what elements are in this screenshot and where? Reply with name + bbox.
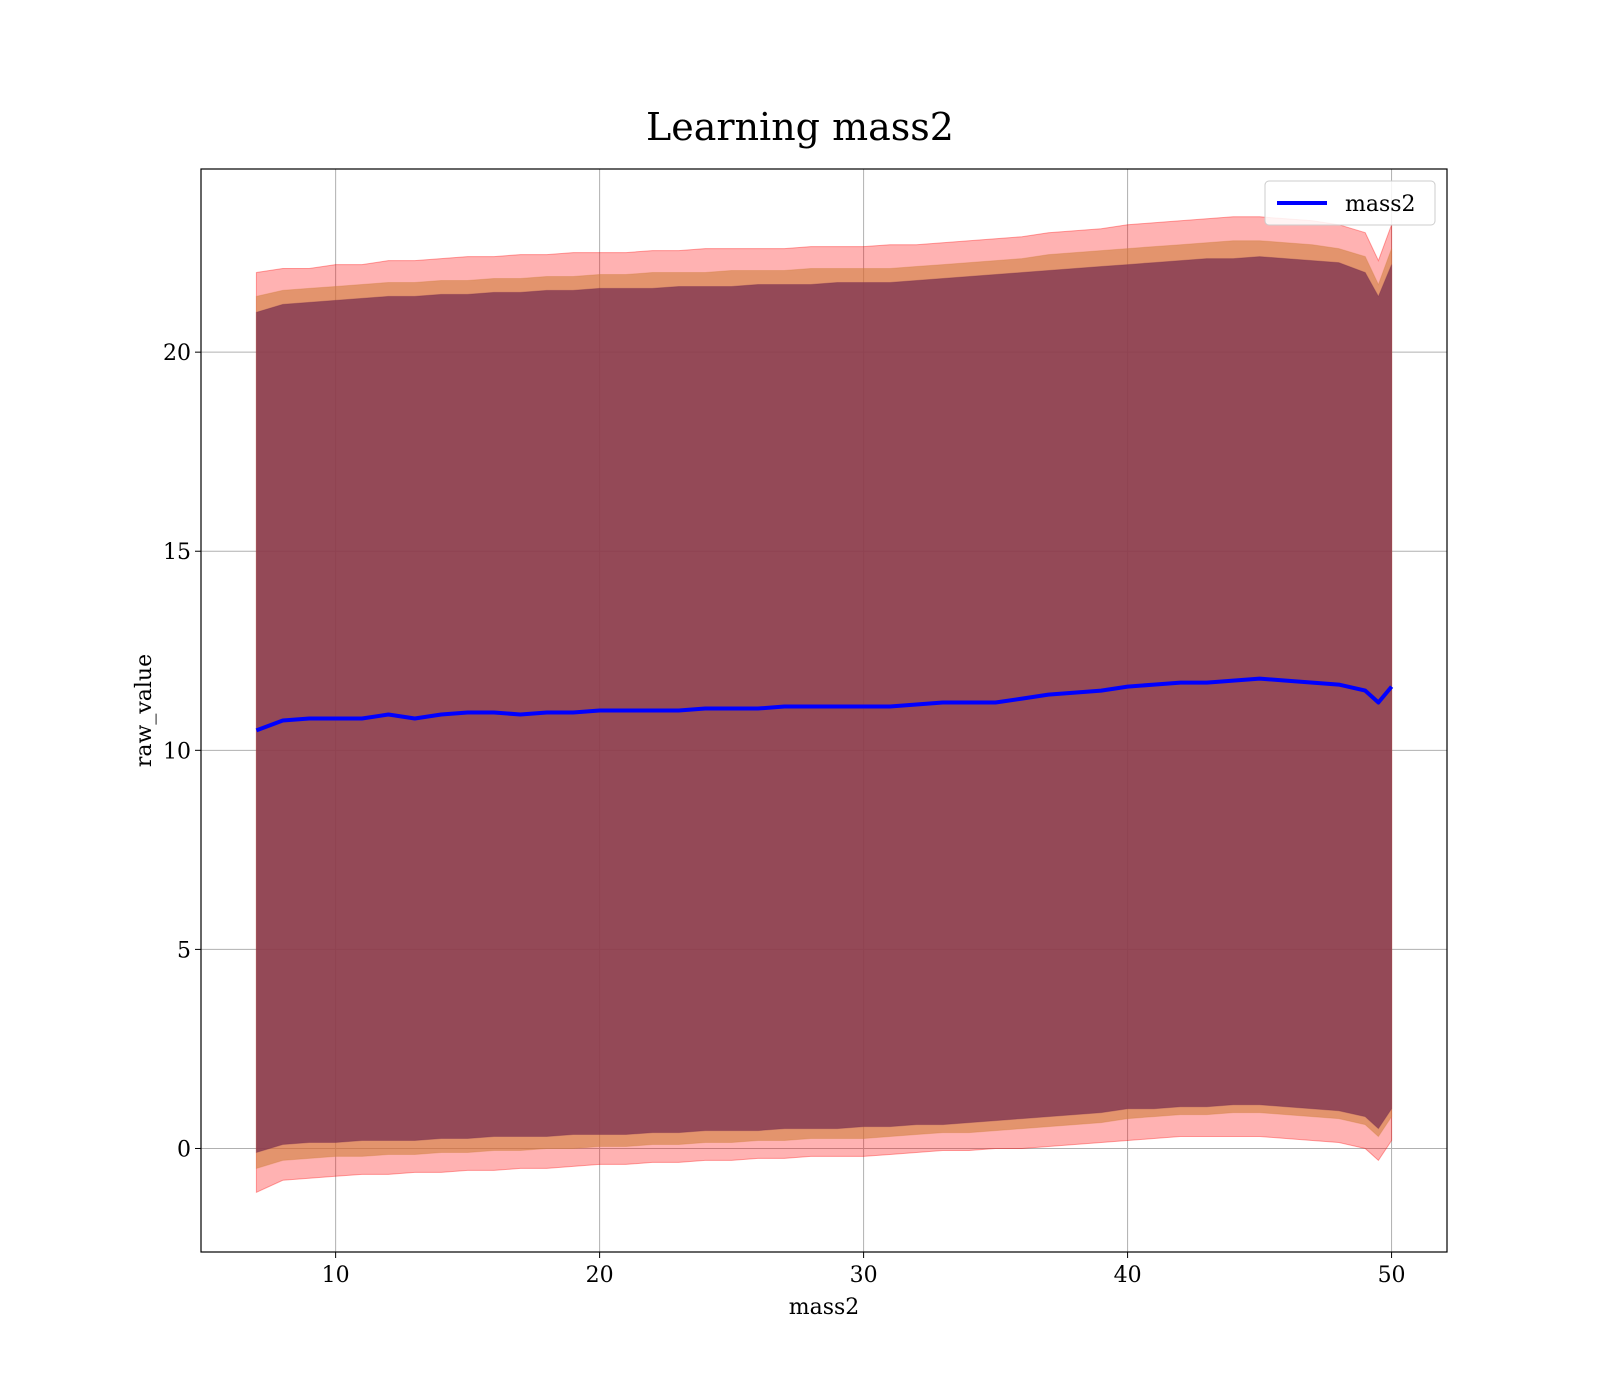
x-axis-ticks: 10 20 30 40 50 [322, 1252, 1406, 1288]
x-tick-label: 40 [1114, 1263, 1142, 1288]
y-tick-label: 5 [177, 938, 191, 963]
x-tick-label: 50 [1378, 1263, 1406, 1288]
legend-label: mass2 [1345, 192, 1416, 217]
y-axis-label: raw_value [132, 654, 157, 767]
y-tick-label: 0 [177, 1137, 191, 1162]
y-tick-label: 15 [163, 540, 191, 565]
x-axis-label: mass2 [789, 1295, 860, 1320]
y-tick-label: 20 [163, 341, 191, 366]
x-tick-label: 20 [586, 1263, 614, 1288]
x-tick-label: 10 [322, 1263, 350, 1288]
chart-title: Learning mass2 [646, 105, 954, 149]
series-line-mass2 [255, 676, 1394, 733]
x-tick-label: 30 [850, 1263, 878, 1288]
series-lines [255, 676, 1394, 733]
y-axis-ticks: 0 5 10 15 20 [163, 341, 201, 1162]
legend-box [1264, 180, 1436, 226]
y-tick-label: 10 [163, 739, 191, 764]
plot-frame [200, 168, 1448, 1253]
legend: mass2 [1264, 180, 1436, 226]
